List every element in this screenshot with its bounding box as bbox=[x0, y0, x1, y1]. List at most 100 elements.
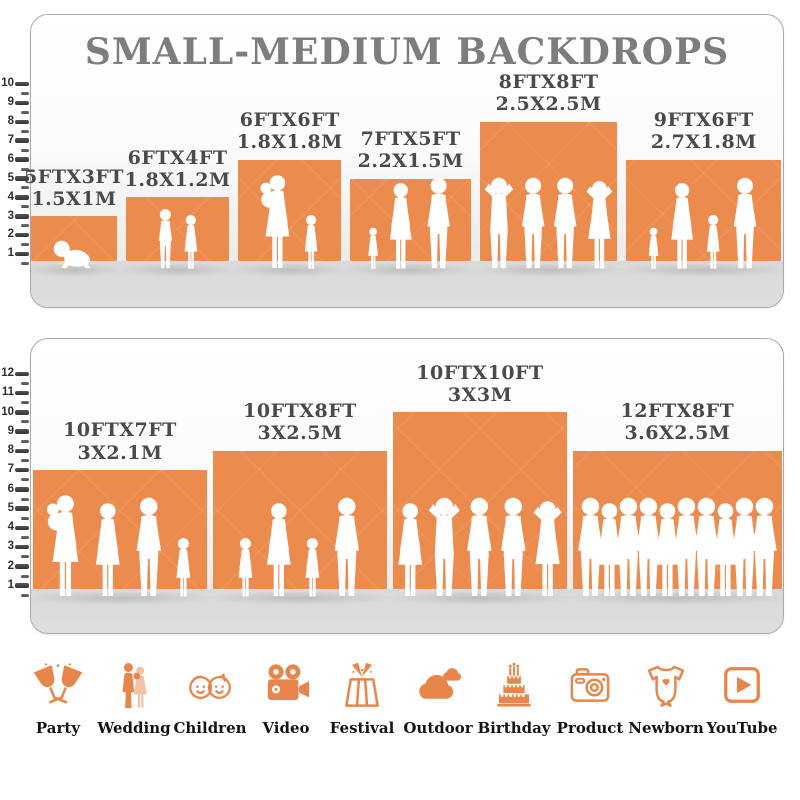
man-silhouette bbox=[421, 177, 458, 269]
backdrop-size-label: 10FTX10FT 3X3M bbox=[416, 362, 543, 407]
ruler-tick-label: 5 bbox=[7, 171, 14, 184]
ruler-tick-label: 6 bbox=[7, 152, 14, 165]
ruler-tick-mark bbox=[15, 251, 29, 257]
ruler-tick-label: 8 bbox=[7, 444, 14, 457]
size-ft-label: 10FTX8FT bbox=[243, 400, 357, 423]
size-m-label: 3X2.5M bbox=[257, 422, 343, 445]
category-product: Product bbox=[554, 660, 626, 737]
ruler-minor-mark bbox=[21, 439, 29, 443]
category-wedding: Wedding bbox=[97, 660, 171, 737]
figure-shadow bbox=[202, 591, 398, 605]
figure-shadow bbox=[119, 263, 236, 277]
ruler-minor-tick bbox=[21, 417, 29, 427]
figure-shadow bbox=[560, 591, 795, 605]
ruler-tick-label: 7 bbox=[7, 133, 14, 146]
ruler-tick-mark bbox=[15, 138, 29, 143]
small-medium-panel: SMALL-MEDIUM BACKDROPS 1 2 3 4 5 6 7 8 9 10 5FTX3… bbox=[1, 14, 791, 308]
ruler-tick-label: 8 bbox=[7, 115, 14, 128]
ruler-minor-mark bbox=[21, 593, 29, 597]
ruler-tick-mark bbox=[15, 487, 29, 492]
girl-silhouette bbox=[233, 537, 258, 597]
figure-group bbox=[478, 177, 619, 269]
backdrop-rect bbox=[126, 197, 230, 261]
ruler-tick-mark bbox=[15, 467, 29, 473]
ruler-tick: 10 bbox=[1, 405, 29, 419]
ruler-tick: 7 bbox=[8, 463, 29, 477]
ruler-tick-mark bbox=[15, 176, 29, 181]
ruler-minor-mark bbox=[21, 574, 29, 578]
girl-silhouette bbox=[701, 214, 724, 269]
backdrop-rect bbox=[31, 216, 117, 261]
ruler-tick: 3 bbox=[8, 540, 29, 554]
category-video: Video bbox=[250, 660, 322, 737]
toddler-silhouette bbox=[644, 227, 662, 269]
ruler-minor-mark bbox=[21, 381, 29, 385]
figure-shadow bbox=[232, 263, 348, 277]
ruler-bottom: 1 2 3 4 5 6 7 8 9 10 11 12 bbox=[1, 339, 31, 633]
ruler-minor-tick bbox=[21, 221, 29, 231]
figure-shadow bbox=[25, 263, 123, 277]
backdrop-item: 10FTX8FT 3X2.5M bbox=[202, 339, 398, 633]
ruler-tick-label: 9 bbox=[7, 96, 14, 109]
category-label: Wedding bbox=[97, 719, 171, 737]
man-silhouette bbox=[726, 177, 763, 269]
ruler-tick: 4 bbox=[8, 521, 29, 535]
backdrop-item: 9FTX6FT 2.7X1.8M bbox=[617, 15, 791, 307]
ruler-tick-mark bbox=[15, 429, 29, 434]
floor-strip bbox=[31, 261, 783, 307]
ruler-minor-mark bbox=[21, 516, 29, 520]
video-icon bbox=[261, 660, 311, 710]
ruler-minor-tick bbox=[21, 552, 29, 562]
backdrop-size-label: 6FTX4FT 1.8X1.2M bbox=[125, 147, 231, 192]
ruler-tick-label: 10 bbox=[1, 405, 14, 418]
category-birthday: Birthday bbox=[477, 660, 551, 737]
figure-group bbox=[153, 208, 202, 269]
size-ft-label: 10FTX7FT bbox=[63, 419, 177, 442]
ruler-tick: 8 bbox=[8, 115, 29, 129]
ruler-minor-tick bbox=[21, 590, 29, 600]
size-ft-label: 6FTX4FT bbox=[127, 146, 228, 169]
medium-panel: 1 2 3 4 5 6 7 8 9 10 11 12 10FTX7FT 3X2.1M 10FTX8FT 3X… bbox=[1, 338, 795, 634]
backdrop-size-label: 6FTX6FT 1.8X1.8M bbox=[237, 109, 343, 154]
ruler-tick-mark bbox=[15, 81, 29, 87]
figure-group bbox=[51, 238, 96, 269]
wedding-icon bbox=[109, 660, 159, 710]
size-m-label: 1.5X1M bbox=[31, 187, 117, 210]
figure-group bbox=[391, 497, 569, 597]
backdrop-size-label: 5FTX3FT 1.5X1M bbox=[24, 166, 124, 211]
backdrop-rect bbox=[238, 159, 342, 262]
ruler-tick-mark bbox=[15, 232, 29, 238]
ruler-minor-mark bbox=[21, 262, 29, 266]
boy-silhouette bbox=[153, 208, 177, 269]
size-m-label: 2.7X1.8M bbox=[650, 131, 757, 154]
ruler-tick: 4 bbox=[8, 190, 29, 204]
birthday-icon bbox=[489, 660, 539, 710]
ruler-minor-tick bbox=[21, 126, 29, 136]
man-silhouette bbox=[547, 177, 584, 269]
ruler-tick-mark bbox=[15, 390, 29, 396]
size-m-label: 2.5X2.5M bbox=[495, 93, 602, 116]
girl-silhouette bbox=[171, 537, 196, 597]
size-ft-label: 10FTX10FT bbox=[416, 361, 544, 384]
size-m-label: 3X2.1M bbox=[77, 441, 163, 464]
woman-silhouette bbox=[664, 182, 699, 269]
ruler-tick: 2 bbox=[8, 228, 29, 242]
ruler-minor-mark bbox=[21, 148, 29, 152]
outdoor-icon bbox=[413, 660, 463, 710]
backdrop-item: 10FTX10FT 3X3M bbox=[382, 339, 578, 633]
page-title: SMALL-MEDIUM BACKDROPS bbox=[84, 31, 730, 73]
ruler-tick: 10 bbox=[1, 77, 29, 91]
category-newborn: Newborn bbox=[628, 660, 704, 737]
ruler-minor-mark bbox=[21, 129, 29, 133]
ruler-tick: 7 bbox=[8, 134, 29, 148]
figure-group bbox=[571, 497, 784, 597]
ruler-tick-label: 4 bbox=[7, 521, 14, 534]
backdrop-item: 10FTX7FT 3X2.1M bbox=[22, 339, 218, 633]
product-icon bbox=[565, 660, 615, 710]
figure-group bbox=[364, 177, 458, 269]
ruler-minor-mark bbox=[21, 91, 29, 95]
figure-group bbox=[233, 497, 367, 597]
ruler-minor-mark bbox=[21, 224, 29, 228]
ruler-tick-label: 5 bbox=[7, 501, 14, 514]
